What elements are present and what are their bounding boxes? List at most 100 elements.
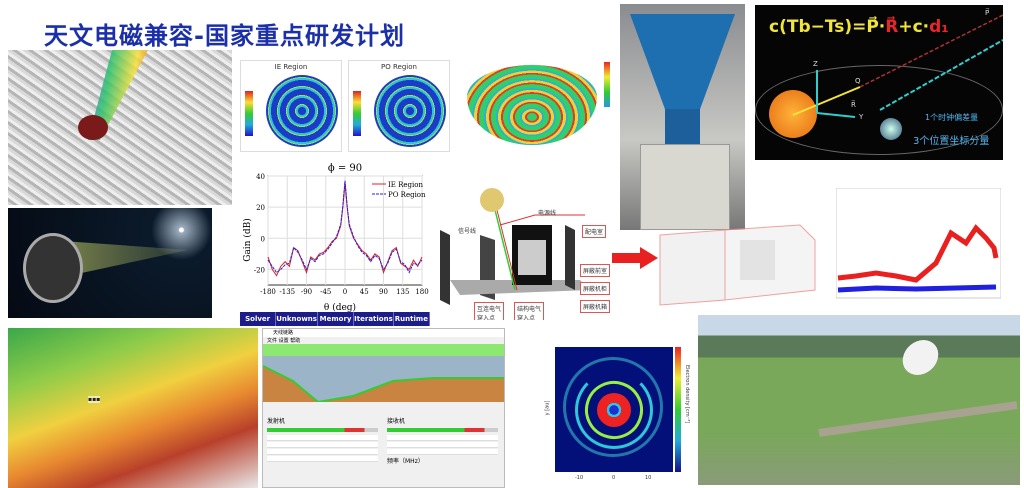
position-components-note: 3个位置坐标分量 xyxy=(913,136,990,147)
right-arrow-icon xyxy=(612,247,658,269)
orbit xyxy=(755,65,1003,155)
rfi-spectrum-chart xyxy=(836,188,1001,303)
shield-cabinet-label: 屏蔽机柜 xyxy=(580,282,610,295)
y-tick-label: 0 xyxy=(261,235,265,243)
x-tick-label: -90 xyxy=(301,288,312,296)
structure-entry-label: 结构电气穿入点 xyxy=(514,302,544,320)
distribution-room-label: 配电室 xyxy=(582,225,607,238)
colorbar xyxy=(245,91,253,136)
x-tick-label: -45 xyxy=(320,288,331,296)
radio-telescope-landscape-photo xyxy=(698,315,1020,485)
y-tick-label: 20 xyxy=(256,204,265,212)
po-region-pattern: PO Region xyxy=(348,60,450,152)
shield-box xyxy=(640,144,730,230)
tx-select[interactable] xyxy=(267,435,378,441)
faded-shield-diagram xyxy=(655,210,835,320)
shield-chassis-label: 屏蔽机箱 xyxy=(580,300,610,313)
telescope-site-marker xyxy=(78,115,108,140)
pattern-disk xyxy=(266,75,338,147)
po-region-label: PO Region xyxy=(381,63,417,71)
solver-table-header: Solver Unknowns Memory Iterations Runtim… xyxy=(240,312,430,326)
series-line-po xyxy=(267,180,423,274)
shield-room-drawing xyxy=(440,188,590,305)
col-runtime: Runtime xyxy=(394,312,430,326)
vector-p-label: P⃗ xyxy=(985,9,990,17)
colorbar xyxy=(675,347,681,472)
funnel xyxy=(630,14,735,114)
ie-region-label: IE Region xyxy=(274,63,308,71)
colorbar-label: Electron density [cm⁻³] xyxy=(684,365,690,424)
col-unknowns: Unknowns xyxy=(276,312,318,326)
legend-label: PO Region xyxy=(388,191,426,199)
radio-telescope-night-image xyxy=(8,208,212,318)
point-q-label: Q xyxy=(855,77,861,85)
frequency-label: 频率（MHz） xyxy=(387,458,424,465)
menu-help[interactable]: 帮助 xyxy=(290,338,301,344)
clock-offset-note: 1个时钟偏差量 xyxy=(925,113,979,122)
info-bar xyxy=(263,344,504,356)
window-title: 天线链路 xyxy=(263,329,504,337)
dish-surface-3d xyxy=(462,60,612,152)
x-tick-label: 0 xyxy=(343,288,347,296)
faded-room-drawing xyxy=(659,224,816,306)
col-solver: Solver xyxy=(240,312,277,326)
y-tick-label: -20 xyxy=(254,266,265,274)
col-memory: Memory xyxy=(318,312,355,326)
x-tick-label: -135 xyxy=(279,288,295,296)
terrain-profile xyxy=(263,356,504,402)
spectrum-svg xyxy=(836,188,1001,299)
interconnect-entry-label: 互连电气穿入点 xyxy=(474,302,504,320)
signal-line-label: 信号线 xyxy=(458,228,477,235)
shielding-test-tower-photo xyxy=(620,4,745,230)
x-tick: -10 xyxy=(575,475,584,481)
vector-r-label: R⃗ xyxy=(851,101,856,109)
x-tick-label: -180 xyxy=(260,288,276,296)
vector-lines xyxy=(792,14,1003,118)
x-tick: 10 xyxy=(645,475,652,481)
site-label: ▪▪▪ xyxy=(88,396,101,403)
legend-label: IE Region xyxy=(388,181,423,189)
gain-chart-svg: ϕ = 90 θ (deg) Gain (dB) -180 -135 -90 -45 0… xyxy=(242,163,429,312)
gain-chart: ϕ = 90 θ (deg) Gain (dB) -180 -135 -90 -45 0… xyxy=(240,160,430,312)
elevation-map: ▪▪▪ xyxy=(8,328,258,488)
transmitter-label: 发射机 xyxy=(267,418,286,425)
spiral-plot-area xyxy=(555,347,673,472)
electron-density-spiral-plot: y [au] Electron density [cm⁻³] -10 0 10 xyxy=(540,345,696,485)
timing-formula: c(Tb−Ts)=P⃗·R⃗+c·d₁ xyxy=(769,17,949,37)
pulsar-timing-equation: c(Tb−Ts)=P⃗·R⃗+c·d₁ Z Y Q R⃗ P⃗ 1个时钟偏差量 … xyxy=(755,5,1003,160)
y-axis-label: y [au] xyxy=(544,400,551,416)
pattern-disk xyxy=(374,75,446,147)
pipe xyxy=(665,109,700,149)
spiral-arm xyxy=(563,357,663,457)
x-tick-label: 45 xyxy=(360,288,369,296)
page-title: 天文电磁兼容-国家重点研发计划 xyxy=(44,22,405,50)
y-axis-label: Gain (dB) xyxy=(242,218,253,262)
chart-title: ϕ = 90 xyxy=(328,163,362,174)
telescope-dish xyxy=(899,340,942,375)
menu-settings[interactable]: 设置 xyxy=(278,338,289,344)
y-tick-label: 40 xyxy=(256,173,265,181)
formula-r: R⃗ xyxy=(885,17,899,37)
formula-d: d₁ xyxy=(929,17,949,37)
menu-bar: 文件 设置 帮助 xyxy=(263,337,504,344)
shield-anteroom-label: 屏蔽前室 xyxy=(580,264,610,277)
x-tick: 0 xyxy=(612,475,616,481)
earth-icon xyxy=(880,118,902,140)
field-patterns: IE Region PO Region xyxy=(240,60,455,152)
x-tick-label: 180 xyxy=(415,288,428,296)
power-line-label: 电源线 xyxy=(538,210,557,217)
receiver-label: 接收机 xyxy=(387,418,406,425)
transmitter-panel: 发射机 xyxy=(265,414,380,484)
colorbar xyxy=(604,62,610,107)
x-tick-label: 135 xyxy=(396,288,409,296)
dish-bowl xyxy=(467,65,597,145)
formula-c: +c· xyxy=(898,17,930,37)
axis-z-label: Z xyxy=(813,60,818,68)
spiral-core xyxy=(597,393,631,427)
ie-region-pattern: IE Region xyxy=(240,60,342,152)
road xyxy=(818,401,1018,437)
formula-p: c(Tb−Ts)=P⃗· xyxy=(769,17,886,37)
menu-file[interactable]: 文件 xyxy=(267,338,278,344)
rx-select[interactable] xyxy=(387,435,498,441)
shielding-diagram: 电源线 信号线 配电室 屏蔽前室 屏蔽机柜 屏蔽机箱 互连电气穿入点 结构电气穿… xyxy=(440,180,610,320)
